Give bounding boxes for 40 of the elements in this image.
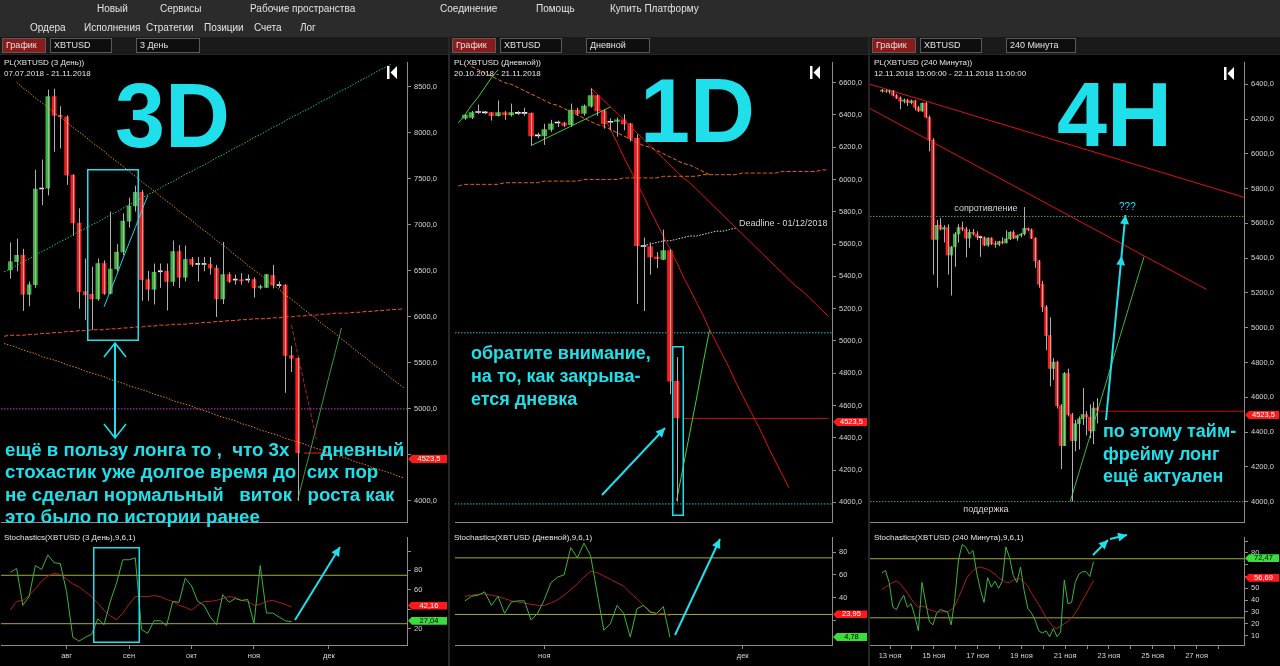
text: Сервисы	[160, 3, 202, 14]
text: 240 Минута	[1006, 38, 1076, 53]
text: График	[452, 38, 496, 53]
chart-title: Stochastics(XBTUSD (3 День),9,6,1)	[4, 533, 136, 542]
text: Соединение	[440, 3, 498, 14]
text: 3 День	[136, 38, 200, 53]
annotation: ???	[1119, 200, 1136, 212]
annotation: по этому тайм- фрейму лонг ещё актуален	[1103, 420, 1237, 488]
text: Дневной	[586, 38, 650, 53]
text: Новый	[97, 3, 128, 14]
annotation: ещё в пользу лонга то , что 3х дневный стохастик уже долгое время до сих пор не сделал нормальный виток роста как это было по истории ранее	[5, 439, 405, 529]
text: Исполнения	[84, 22, 141, 33]
text: 12.11.2018 15:00:00 - 22.11.2018 11:00:00	[874, 69, 1027, 78]
text: График	[872, 38, 916, 53]
text: XBTUSD	[500, 38, 562, 53]
chart-title: Stochastics(XBTUSD (Дневной),9,6,1)	[454, 533, 593, 542]
text: Рабочие пространства	[250, 3, 356, 14]
text: Позиции	[204, 22, 244, 33]
chart-title: PL(XBTUSD (240 Минута))	[874, 58, 973, 67]
text: Купить Платформу	[610, 3, 699, 14]
text: Стратегии	[146, 22, 194, 33]
ref-line-label: поддержка	[963, 503, 1009, 514]
text: Лог	[300, 22, 316, 33]
ref-line-label: сопротивление	[954, 203, 1018, 214]
annotation: 4H	[1057, 65, 1173, 165]
chart-title: Stochastics(XBTUSD (240 Минута),9,6,1)	[874, 533, 1024, 542]
chart-title: PL(XBTUSD (Дневной))	[454, 58, 541, 67]
annotation: 3D	[115, 66, 231, 166]
text: 20.10.2018 - 21.11.2018	[454, 69, 541, 78]
text: XBTUSD	[920, 38, 982, 53]
chart-title: PL(XBTUSD (3 День))	[4, 58, 85, 67]
text: Ордера	[30, 22, 66, 33]
annotation: обратите внимание, на то, как закрыва- ется дневка	[471, 342, 651, 411]
annotation: Deadline - 01/12/2018	[739, 218, 828, 228]
text: 07.07.2018 - 21.11.2018	[4, 69, 91, 78]
text: Счета	[254, 22, 282, 33]
text: XBTUSD	[50, 38, 112, 53]
text: График	[2, 38, 46, 53]
text: Помощь	[536, 3, 575, 14]
annotation: 1D	[640, 61, 756, 161]
